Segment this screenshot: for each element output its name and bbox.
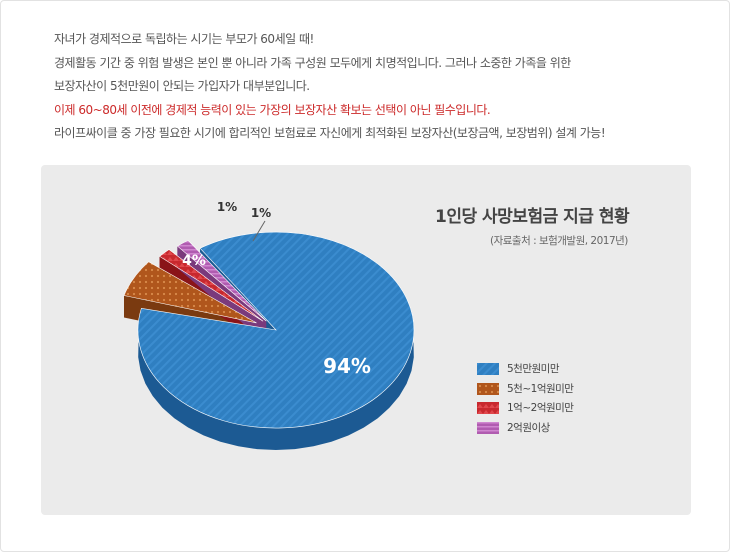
pie-slice-0 <box>137 231 415 429</box>
data-label-1: 4% <box>182 253 206 269</box>
intro-text: 자녀가 경제적으로 독립하는 시기는 부모가 60세일 때! 경제활동 기간 중… <box>54 28 714 146</box>
pie-slice-2 <box>159 249 264 322</box>
legend-swatch-0 <box>477 363 499 375</box>
intro-line-2: 경제활동 기간 중 위험 발생은 본인 뿐 아니라 가족 구성원 모두에게 치명… <box>54 55 571 70</box>
pie-slice-1 <box>123 261 257 324</box>
legend-swatch-1 <box>477 382 499 395</box>
chart-source: (자료출처 : 보험개발원, 2017년) <box>490 235 628 247</box>
intro-line-3: 보장자산이 5천만원이 안되는 가입자가 대부분입니다. <box>54 79 310 93</box>
data-label-3: 1% <box>251 206 271 220</box>
data-label-2: 1% <box>217 200 237 214</box>
data-label-0: 94% <box>323 354 371 378</box>
pie-chart: 94% 4% 1% 1% <box>123 200 415 450</box>
pie-slice-3 <box>176 240 267 322</box>
legend-label-1: 5천~1억원미만 <box>507 382 574 395</box>
legend-label-0: 5천만원미만 <box>507 363 559 375</box>
legend-label-2: 1억~2억원미만 <box>507 402 574 414</box>
chart-title: 1인당 사망보험금 지급 현황 <box>435 207 630 227</box>
legend-swatch-2 <box>477 402 499 414</box>
intro-line-5: 라이프싸이클 중 가장 필요한 시기에 합리적인 보험료로 자신에게 최적화된 … <box>54 126 606 140</box>
legend-label-3: 2억원이상 <box>507 421 550 434</box>
legend-swatch-3 <box>477 421 499 434</box>
intro-line-4-highlight: 이제 60~80세 이전에 경제적 능력이 있는 가장의 보장자산 확보는 선택… <box>54 102 491 117</box>
leader-line <box>252 220 266 242</box>
chart-panel: 94% 4% 1% 1% 1인당 사망보험금 지급 현황 (자료출처 : 보험개발원,… <box>41 165 691 515</box>
intro-line-1: 자녀가 경제적으로 독립하는 시기는 부모가 60세일 때! <box>54 32 314 46</box>
